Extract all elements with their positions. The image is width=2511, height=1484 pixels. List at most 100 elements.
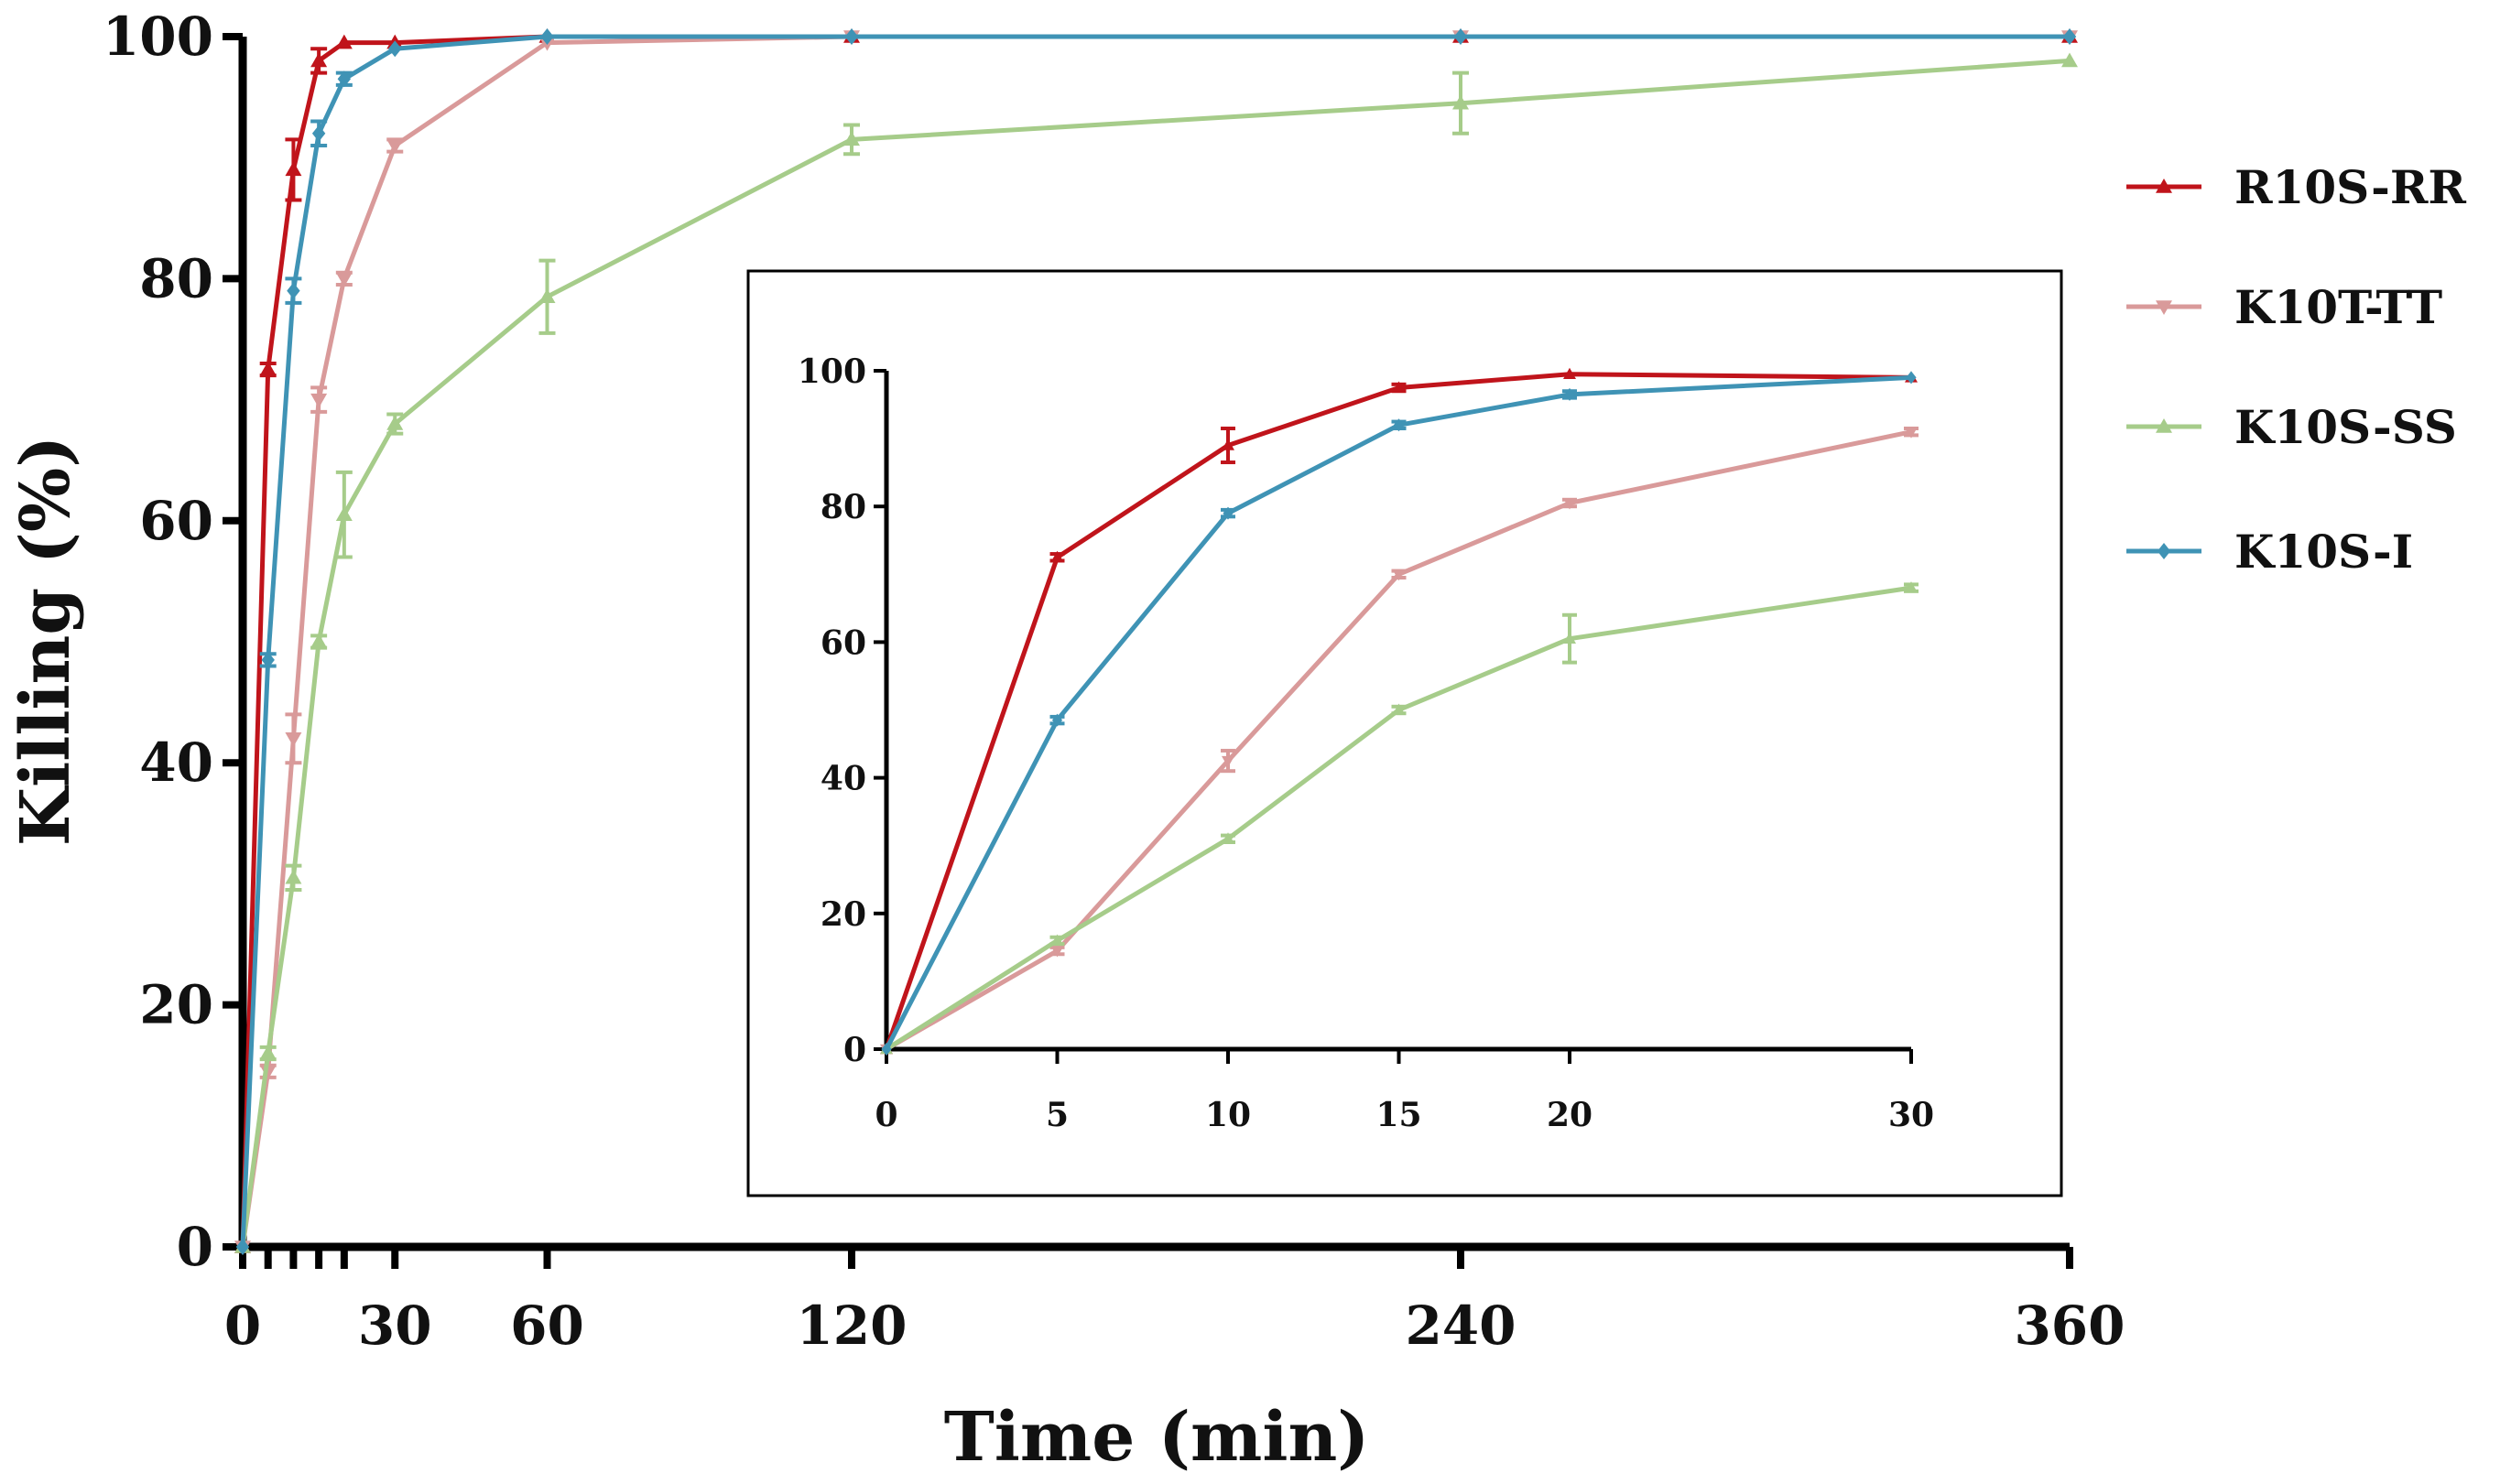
inset-series-line: [884, 374, 1912, 1051]
legend-label: K10S-I: [2234, 525, 2413, 579]
data-point: [337, 70, 352, 88]
data-point: [1453, 28, 1468, 45]
legend-item-K10T-TT: K10T-TT: [2126, 280, 2442, 334]
inset-x-tick-label: 20: [1547, 1096, 1592, 1134]
data-point: [335, 34, 353, 49]
data-point: [844, 28, 859, 45]
data-point: [235, 1239, 250, 1255]
legend-swatch-marker: [2156, 179, 2172, 193]
inset-series-K10S-I: [881, 371, 1917, 1056]
inset-data-point: [1050, 946, 1064, 958]
series-line: [240, 58, 2071, 1248]
data-point: [386, 416, 404, 430]
inset-series-line: [885, 429, 1912, 1052]
inset-data-point: [1392, 569, 1406, 581]
inset-data-point: [1392, 703, 1406, 715]
data-point: [1452, 94, 1469, 110]
legend-label: K10T-TT: [2234, 280, 2442, 334]
inset-data-point: [1393, 418, 1405, 432]
data-point: [285, 869, 302, 884]
inset-x-tick-label: 30: [1888, 1096, 1934, 1134]
inset-x-tick-label: 0: [875, 1096, 897, 1134]
inset-plot: 0 20 40 60 80 100 0 5 10 15 20 30: [746, 269, 2063, 1197]
inset-y-tick-label: 100: [798, 352, 866, 391]
data-point: [335, 272, 353, 287]
inset-data-point: [1905, 581, 1918, 593]
y-tick-label: 40: [139, 731, 213, 794]
data-point: [261, 651, 275, 668]
legend-swatch-marker: [2157, 543, 2171, 559]
inset-x-tick-label: 10: [1205, 1096, 1251, 1134]
inset-y-tick-label: 40: [821, 760, 866, 798]
series-line: [240, 34, 2070, 1248]
data-point: [386, 139, 404, 154]
inset-data-point: [881, 1043, 892, 1056]
legend-item-R10S-RR: R10S-RR: [2126, 160, 2466, 214]
y-tick-label: 20: [139, 974, 213, 1036]
inset-data-point: [1050, 550, 1064, 563]
inset-series-line: [884, 372, 1912, 1050]
x-tick-label: 0: [224, 1294, 261, 1357]
inset-data-point: [1222, 755, 1234, 768]
x-tick-label: 360: [2014, 1294, 2125, 1357]
legend: R10S-RR K10T-TT K10S-SS K10S-I: [2126, 160, 2466, 579]
data-point: [285, 732, 302, 747]
legend-swatch-marker: [2156, 300, 2172, 315]
inset-data-point: [1222, 832, 1234, 844]
x-tick-label: 120: [796, 1294, 907, 1357]
x-tick-label: 60: [510, 1294, 584, 1357]
inset-y-tick-label: 60: [821, 623, 866, 662]
inset-data-point: [1563, 367, 1576, 379]
inset-x-tick-label: 15: [1375, 1096, 1421, 1134]
data-point: [287, 282, 300, 299]
data-point: [335, 506, 353, 521]
data-point: [310, 393, 328, 408]
data-point: [2062, 28, 2077, 45]
inset-frame: [746, 269, 2063, 1197]
inset-data-point: [1564, 387, 1575, 401]
x-axis-title: Time (min): [944, 1398, 1370, 1477]
data-point: [540, 28, 554, 45]
inset-series-R10S-RR: [880, 367, 1918, 1055]
legend-label: K10S-SS: [2234, 400, 2457, 454]
inset-data-point: [1051, 713, 1063, 727]
inset-series-line: [885, 585, 1912, 1052]
inset-data-point: [1563, 632, 1576, 644]
y-tick-label: 60: [139, 490, 213, 552]
y-tick-label: 80: [139, 247, 213, 309]
data-point: [388, 40, 402, 58]
x-tick-label: 240: [1405, 1294, 1516, 1357]
legend-swatch-marker: [2156, 418, 2172, 433]
series-K10S-SS: [234, 52, 2078, 1253]
y-axis-title: Killing (%): [6, 436, 85, 846]
inset-series-K10S-SS: [880, 581, 1919, 1055]
data-point: [285, 161, 302, 177]
inset-y-tick-label: 80: [821, 488, 866, 526]
inset-data-point: [1050, 934, 1064, 946]
main-axis-titles: Time (min) Killing (%): [6, 436, 1369, 1477]
inset-data-point: [1223, 506, 1234, 520]
data-point: [259, 1045, 277, 1060]
data-point: [310, 52, 328, 68]
legend-item-K10S-SS: K10S-SS: [2126, 400, 2457, 454]
inset-data-point: [1222, 439, 1234, 450]
y-tick-label: 0: [177, 1216, 213, 1278]
series-K10S-I: [235, 28, 2077, 1255]
data-point: [2061, 52, 2078, 68]
inset-data-point: [1563, 498, 1576, 510]
inset-data-point: [1906, 371, 1917, 385]
inset-y-tick-label: 0: [843, 1031, 866, 1069]
inset-x-tick-label: 5: [1046, 1096, 1069, 1134]
x-tick-label: 30: [358, 1294, 432, 1357]
data-point: [538, 288, 556, 303]
data-point: [843, 131, 860, 146]
inset-data-point: [1905, 427, 1918, 439]
inset-series-K10T-TT: [880, 426, 1919, 1056]
y-tick-label: 100: [103, 5, 213, 68]
data-point: [259, 361, 277, 376]
inset-data-point: [1392, 381, 1406, 393]
legend-item-K10S-I: K10S-I: [2126, 525, 2413, 579]
data-point: [311, 125, 326, 142]
